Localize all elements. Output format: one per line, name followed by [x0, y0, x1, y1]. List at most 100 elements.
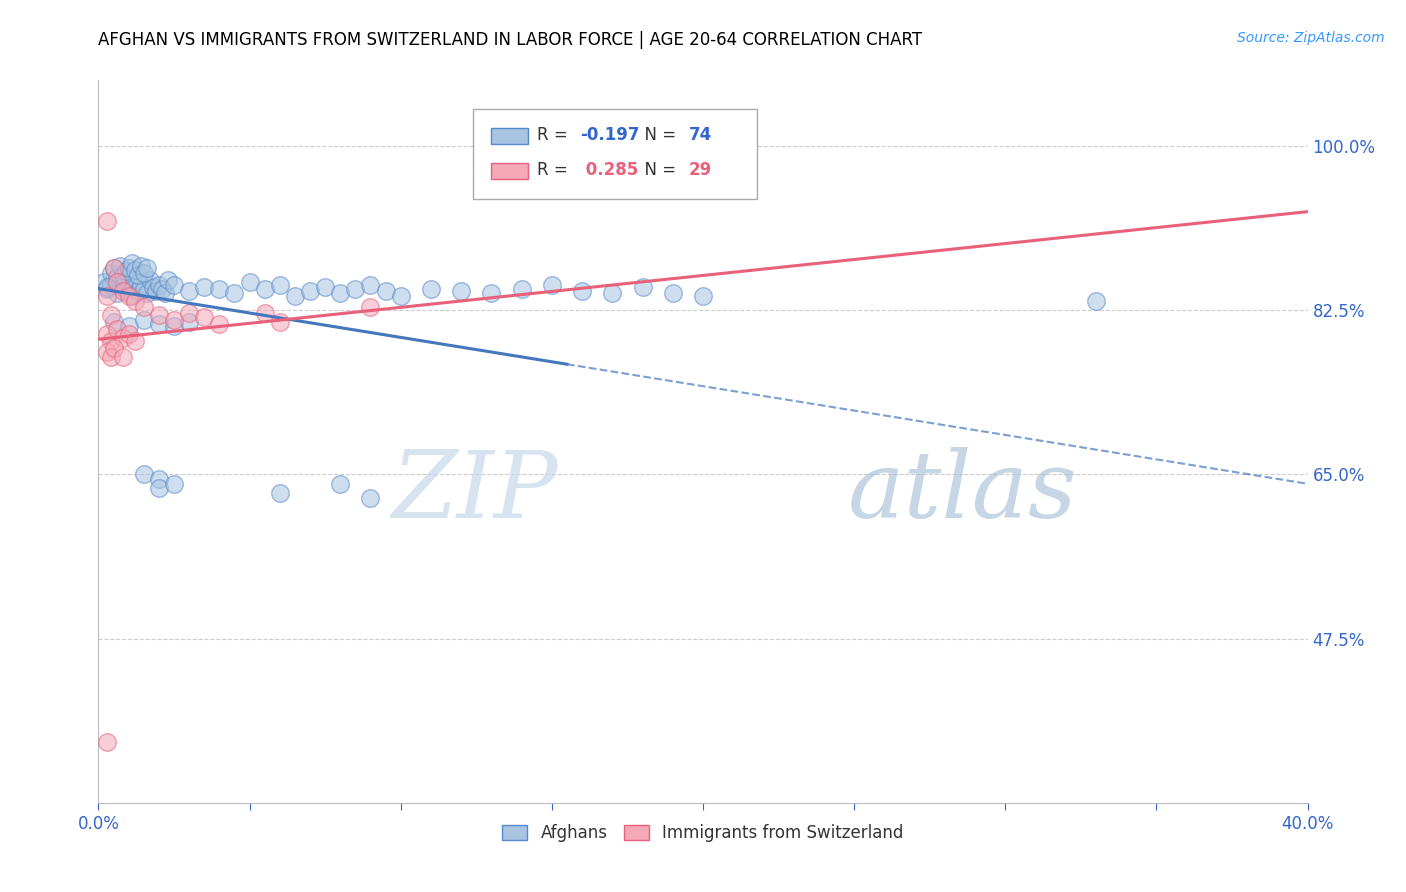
Text: ZIP: ZIP: [391, 447, 558, 537]
Point: [179, 306, 201, 320]
Point: [103, 260, 125, 275]
Point: [118, 326, 141, 341]
Text: Source: ZipAtlas.com: Source: ZipAtlas.com: [1237, 31, 1385, 45]
Point: [103, 341, 125, 355]
Point: [127, 285, 149, 299]
Point: [105, 322, 128, 336]
Point: [118, 319, 141, 334]
Point: [150, 282, 173, 296]
Legend: Afghans, Immigrants from Switzerland: Afghans, Immigrants from Switzerland: [495, 817, 911, 848]
Point: [127, 268, 149, 283]
Point: [360, 277, 382, 292]
Point: [118, 289, 141, 303]
Point: [103, 272, 125, 286]
Point: [103, 260, 125, 275]
Text: N =: N =: [634, 126, 682, 145]
Point: [96, 735, 118, 749]
Point: [111, 279, 134, 293]
Point: [121, 289, 143, 303]
Point: [129, 259, 152, 273]
Point: [132, 467, 155, 482]
Point: [269, 277, 291, 292]
Point: [239, 275, 262, 289]
Point: [96, 279, 118, 293]
Point: [139, 273, 162, 287]
Point: [253, 306, 276, 320]
Text: -0.197: -0.197: [579, 126, 640, 145]
Point: [269, 315, 291, 329]
Point: [314, 279, 336, 293]
Point: [121, 256, 143, 270]
Point: [148, 482, 170, 496]
Point: [163, 277, 186, 292]
Point: [96, 289, 118, 303]
Point: [269, 486, 291, 500]
Text: R =: R =: [537, 161, 574, 179]
Point: [105, 275, 128, 289]
Point: [208, 282, 231, 296]
Point: [111, 285, 134, 299]
Point: [179, 315, 201, 329]
Point: [374, 285, 396, 299]
Point: [156, 273, 179, 287]
Point: [208, 318, 231, 332]
Point: [481, 286, 503, 301]
Point: [420, 282, 443, 296]
Point: [129, 277, 152, 292]
Point: [132, 312, 155, 326]
Point: [105, 270, 128, 285]
Point: [571, 285, 593, 299]
Point: [148, 277, 170, 292]
Point: [193, 279, 215, 293]
Point: [193, 310, 215, 324]
Point: [145, 285, 167, 299]
FancyBboxPatch shape: [492, 128, 527, 144]
Point: [108, 259, 131, 273]
Point: [132, 266, 155, 280]
Point: [114, 283, 136, 297]
Point: [124, 262, 146, 277]
Text: N =: N =: [634, 161, 682, 179]
Point: [100, 277, 122, 292]
Point: [692, 289, 714, 303]
Point: [148, 308, 170, 322]
Point: [124, 334, 146, 348]
Point: [135, 286, 157, 301]
Point: [132, 301, 155, 315]
Point: [389, 289, 412, 303]
Point: [224, 286, 246, 301]
Point: [100, 308, 122, 322]
Point: [360, 491, 382, 505]
Point: [450, 285, 472, 299]
Text: AFGHAN VS IMMIGRANTS FROM SWITZERLAND IN LABOR FORCE | AGE 20-64 CORRELATION CHA: AFGHAN VS IMMIGRANTS FROM SWITZERLAND IN…: [98, 31, 922, 49]
Point: [253, 282, 276, 296]
Point: [100, 334, 122, 348]
Point: [344, 282, 367, 296]
Point: [103, 315, 125, 329]
FancyBboxPatch shape: [474, 109, 758, 200]
Point: [163, 476, 186, 491]
Point: [179, 285, 201, 299]
Point: [132, 282, 155, 296]
Point: [118, 260, 141, 275]
Point: [111, 350, 134, 364]
Point: [135, 260, 157, 275]
Point: [163, 319, 186, 334]
FancyBboxPatch shape: [492, 162, 527, 178]
Point: [540, 277, 562, 292]
Text: atlas: atlas: [848, 447, 1077, 537]
Point: [124, 272, 146, 286]
Point: [661, 286, 683, 301]
Text: 29: 29: [689, 161, 711, 179]
Point: [329, 476, 352, 491]
Point: [111, 331, 134, 345]
Point: [108, 275, 131, 289]
Text: R =: R =: [537, 126, 574, 145]
Point: [631, 279, 654, 293]
Point: [96, 345, 118, 359]
Point: [114, 264, 136, 278]
Point: [148, 472, 170, 486]
Point: [100, 266, 122, 280]
Point: [93, 275, 115, 289]
Point: [124, 293, 146, 308]
